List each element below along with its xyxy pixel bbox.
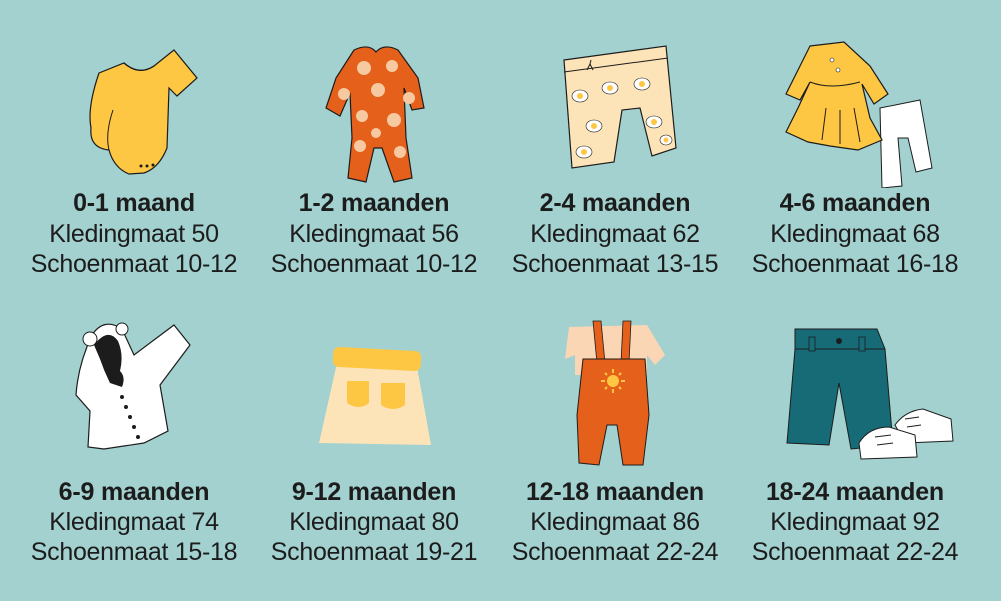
shoe-size: Schoenmaat 10-12 xyxy=(270,250,478,278)
size-card-4-6: 4-6 maanden Kledingmaat 68 Schoenmaat 16… xyxy=(730,0,980,300)
size-card-18-24: 18-24 maanden Kledingmaat 92 Schoenmaat … xyxy=(730,300,980,600)
clothing-size: Kledingmaat 62 xyxy=(530,220,700,248)
age-label: 6-9 maanden xyxy=(58,478,210,506)
clothing-size: Kledingmaat 56 xyxy=(289,220,459,248)
overalls-icon xyxy=(490,315,740,475)
size-card-9-12: 9-12 maanden Kledingmaat 80 Schoenmaat 1… xyxy=(249,300,499,600)
shoe-size: Schoenmaat 10-12 xyxy=(30,250,238,278)
size-card-1-2: 1-2 maanden Kledingmaat 56 Schoenmaat 10… xyxy=(249,0,499,300)
age-label: 2-4 maanden xyxy=(539,189,691,217)
shoe-size: Schoenmaat 22-24 xyxy=(511,538,719,566)
clothing-size: Kledingmaat 74 xyxy=(49,508,219,536)
age-label: 0-1 maand xyxy=(73,189,195,217)
age-label: 18-24 maanden xyxy=(765,478,945,506)
yellow-onesie-icon xyxy=(9,38,259,188)
shoe-size: Schoenmaat 19-21 xyxy=(270,538,478,566)
clothing-size: Kledingmaat 86 xyxy=(530,508,700,536)
shorts-and-sneakers-icon xyxy=(730,315,980,475)
egg-print-pants-icon xyxy=(490,38,740,188)
size-card-0-1: 0-1 maand Kledingmaat 50 Schoenmaat 10-1… xyxy=(9,0,259,300)
clothing-size: Kledingmaat 80 xyxy=(289,508,459,536)
white-hooded-jacket-icon xyxy=(9,315,259,475)
size-card-12-18: 12-18 maanden Kledingmaat 86 Schoenmaat … xyxy=(490,300,740,600)
age-label: 4-6 maanden xyxy=(779,189,931,217)
age-label: 12-18 maanden xyxy=(525,478,705,506)
shoe-size: Schoenmaat 16-18 xyxy=(751,250,959,278)
clothing-size: Kledingmaat 92 xyxy=(770,508,940,536)
age-label: 9-12 maanden xyxy=(291,478,457,506)
shoe-size: Schoenmaat 22-24 xyxy=(751,538,959,566)
shoe-size: Schoenmaat 13-15 xyxy=(511,250,719,278)
size-card-2-4: 2-4 maanden Kledingmaat 62 Schoenmaat 13… xyxy=(490,0,740,300)
size-card-6-9: 6-9 maanden Kledingmaat 74 Schoenmaat 15… xyxy=(9,300,259,600)
clothing-size: Kledingmaat 68 xyxy=(770,220,940,248)
clothing-size: Kledingmaat 50 xyxy=(49,220,219,248)
skirt-icon xyxy=(249,315,499,475)
shoe-size: Schoenmaat 15-18 xyxy=(30,538,238,566)
age-label: 1-2 maanden xyxy=(298,189,450,217)
polka-dot-sleepsuit-icon xyxy=(249,38,499,188)
dress-and-leggings-icon xyxy=(730,38,980,188)
